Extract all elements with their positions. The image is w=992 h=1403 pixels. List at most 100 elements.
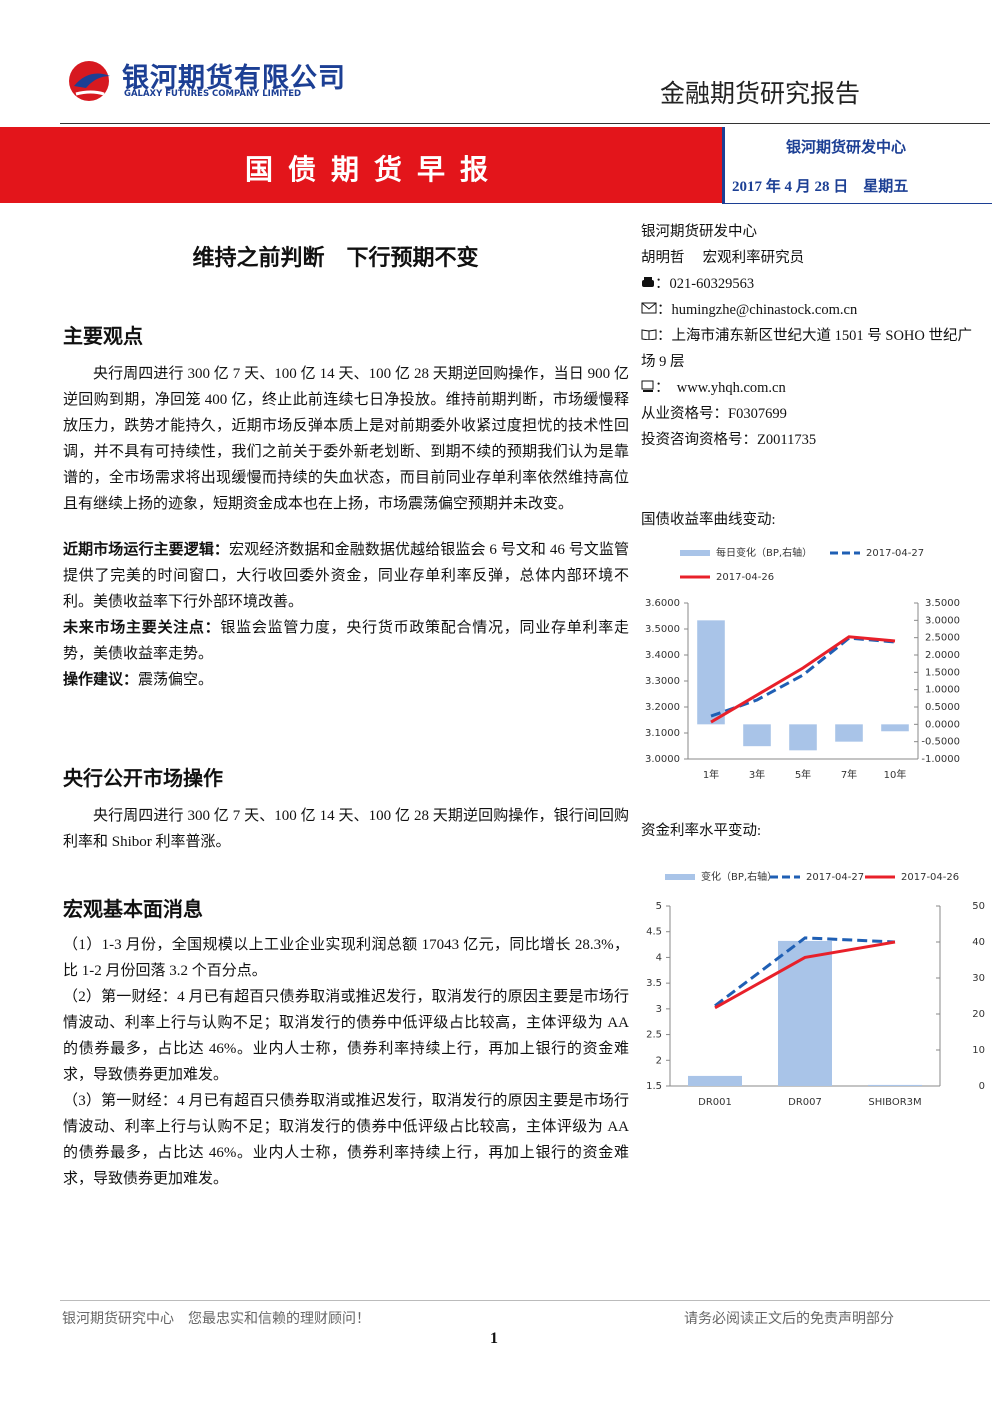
tick-label: 3.0000 (925, 615, 960, 626)
tick-label: 2 (656, 1055, 662, 1066)
paragraph: （3）第一财经：4 月已有超百只债券取消或推迟发行，取消发行的原因主要是市场行情… (63, 1093, 629, 1187)
x-tick-label: DR001 (698, 1097, 732, 1108)
contact-text: ：上海市浦东新区世纪大道 1501 号 SOHO 世纪广场 9 层 (641, 328, 972, 370)
footer-rule (60, 1300, 990, 1301)
legend-swatch (665, 874, 695, 880)
tick-label: -1.0000 (921, 754, 960, 765)
company-cn: 银河期货有限公司 (122, 63, 346, 94)
paragraph: （2）第一财经：4 月已有超百只债券取消或推迟发行，取消发行的原因主要是市场行情… (63, 989, 629, 1083)
company-en: GALAXY FUTURES COMPANY LIMITED (124, 89, 302, 99)
tick-label: 2.0000 (925, 650, 960, 661)
x-tick-label: 7年 (841, 768, 857, 781)
bar (868, 1084, 922, 1086)
paragraph: 央行周四进行 300 亿 7 天、100 亿 14 天、100 亿 28 天期逆… (63, 366, 629, 512)
paragraph-text: 银监会监管力度，央行货币政策配合情况，同业存单利率走势，美债收益率走势。 (63, 620, 629, 662)
section: 央行公开市场操作 央行周四进行 300 亿 7 天、100 亿 14 天、100… (63, 762, 629, 855)
x-tick-label: 1年 (703, 768, 719, 781)
paragraph-lead: 操作建议： (63, 672, 139, 688)
bar (835, 724, 863, 742)
paragraph: 近期市场运行主要逻辑：宏观经济数据和金融数据优越给银监会 6 号文和 46 号文… (63, 537, 629, 615)
contact: ： www.yhqh.com.cn (641, 375, 986, 401)
x-tick-label: DR007 (788, 1097, 822, 1108)
bar (881, 724, 909, 732)
banner-date: 2017 年 4 月 28 日 星期五 (732, 179, 909, 195)
book-icon (641, 329, 657, 341)
tick-label: 3.5 (646, 978, 662, 989)
tick-label: 30 (972, 973, 985, 984)
paragraph: 未来市场主要关注点：银监会监管力度，央行货币政策配合情况，同业存单利率走势，美债… (63, 615, 629, 667)
legend-swatch (680, 550, 710, 556)
legend-label: 2017-04-26 (901, 872, 959, 883)
tick-label: 3.1000 (645, 728, 680, 739)
line (710, 635, 896, 724)
footer-left: 银河期货研究中心 您最忠实和信赖的理财顾问！ (62, 1311, 370, 1327)
chart-title: 国债收益率曲线变动: (641, 512, 776, 528)
legend-label: 2017-04-27 (866, 548, 924, 559)
tick-label: 0.0000 (925, 719, 960, 730)
banner-dept: 银河期货研发中心 (786, 140, 907, 156)
bar (789, 724, 817, 751)
contact: 投资咨询资格号：Z0011735 (641, 432, 817, 448)
banner (0, 127, 722, 203)
paragraph-text: 震荡偏空。 (138, 672, 214, 688)
contact: ：humingzhe@chinastock.com.cn (641, 297, 986, 323)
tick-label: 3 (656, 1004, 662, 1015)
paragraph-text: 宏观经济数据和金融数据优越给银监会 6 号文和 46 号文监管提供了完美的时间窗… (63, 542, 629, 610)
tick-label: 40 (972, 937, 985, 948)
tick-label: 5 (656, 901, 662, 912)
tick-label: 3.6000 (645, 598, 680, 609)
tick-label: 2.5000 (925, 633, 960, 644)
tick-label: 1.5 (646, 1081, 662, 1092)
rule (60, 123, 990, 124)
contact: 胡明哲 宏观利率研究员 (641, 250, 805, 266)
line (714, 940, 896, 1010)
contact: 银河期货研发中心 (641, 224, 757, 240)
bar (778, 940, 832, 1086)
tick-label: 0 (979, 1081, 985, 1092)
paragraph: （1）1-3 月份，全国规模以上工业企业实现利润总额 17043 亿元，同比增长… (63, 937, 629, 979)
x-tick-label: 3年 (749, 768, 765, 781)
banner-title: 国 债 期 货 早 报 (245, 155, 493, 186)
tick-label: -0.5000 (921, 737, 960, 748)
x-tick-label: SHIBOR3M (868, 1097, 921, 1108)
legend-label: 2017-04-26 (716, 572, 774, 583)
tick-label: 50 (972, 901, 985, 912)
contact-text: ：021-60329563 (655, 276, 755, 292)
banner-side (722, 127, 992, 204)
bar (743, 724, 771, 747)
line (714, 936, 896, 1007)
tick-label: 4 (656, 952, 662, 963)
x-tick-label: 10年 (884, 768, 907, 781)
chart-title: 资金利率水平变动: (641, 823, 762, 839)
section-heading: 主要观点 (63, 326, 143, 348)
contact-text: ： www.yhqh.com.cn (655, 380, 786, 396)
headline: 维持之前判断 下行预期不变 (192, 245, 479, 270)
legend-label: 每日变化（BP,右轴） (716, 546, 812, 559)
tick-label: 3.4000 (645, 650, 680, 661)
tick-label: 10 (972, 1045, 985, 1056)
section-heading: 央行公开市场操作 (63, 768, 223, 790)
x-tick-label: 5年 (795, 768, 811, 781)
report-type: 金融期货研究报告 (660, 79, 861, 108)
tick-label: 1.0000 (925, 685, 960, 696)
bar (688, 1075, 742, 1086)
paragraph-lead: 未来市场主要关注点： (63, 620, 221, 636)
section: 主要观点 央行周四进行 300 亿 7 天、100 亿 14 天、100 亿 2… (63, 320, 629, 693)
mail-icon (641, 302, 657, 314)
legend-label: 变化（BP,右轴） (701, 870, 777, 883)
section: 宏观基本面消息 （1）1-3 月份，全国规模以上工业企业实现利润总额 17043… (63, 893, 629, 1192)
logo-icon (69, 61, 110, 101)
paragraph: 操作建议：震荡偏空。 (63, 667, 629, 693)
tick-label: 3.5000 (925, 598, 960, 609)
footer-right: 请务必阅读正文后的免责声明部分 (684, 1311, 894, 1327)
tick-label: 4.5 (646, 927, 662, 938)
tick-label: 3.3000 (645, 676, 680, 687)
tick-label: 3.2000 (645, 702, 680, 713)
tick-label: 1.5000 (925, 667, 960, 678)
contact: ：021-60329563 (641, 271, 986, 297)
tick-label: 2.5 (646, 1030, 662, 1041)
contact-text: ：humingzhe@chinastock.com.cn (657, 302, 858, 318)
phone-icon (642, 277, 654, 287)
